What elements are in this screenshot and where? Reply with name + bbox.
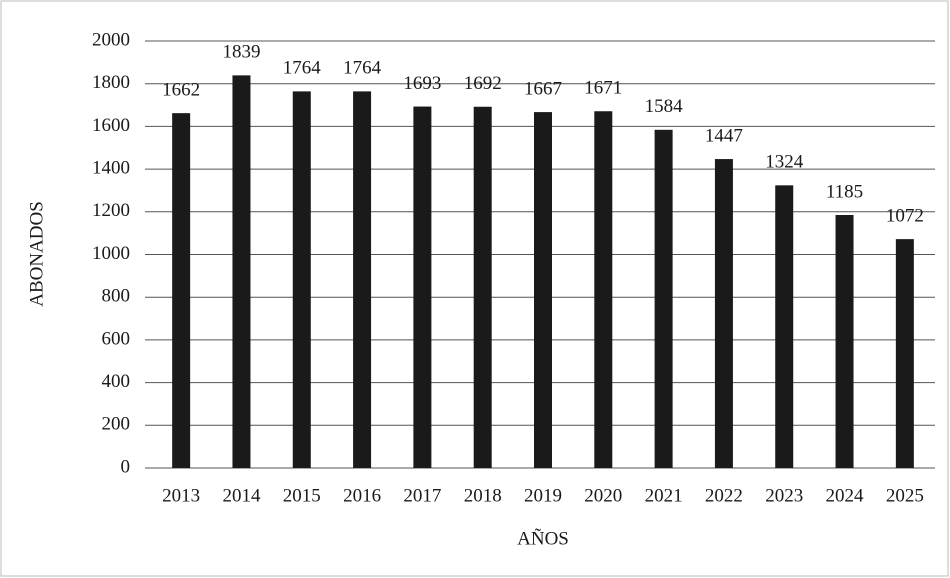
value-label: 1667 xyxy=(524,78,562,99)
value-label: 1185 xyxy=(826,181,863,202)
value-label: 1662 xyxy=(162,80,200,101)
y-tick-label: 400 xyxy=(102,371,131,392)
x-tick-label: 2014 xyxy=(222,485,261,506)
y-tick-label: 200 xyxy=(102,414,131,435)
x-tick-label: 2021 xyxy=(645,485,683,506)
bar xyxy=(654,129,673,469)
value-label: 1324 xyxy=(765,152,804,173)
bar xyxy=(594,111,613,468)
value-label: 1072 xyxy=(886,205,924,226)
y-tick-label: 2000 xyxy=(92,29,130,50)
bar xyxy=(895,239,914,468)
y-axis-label: ABONADOS xyxy=(26,201,47,307)
x-tick-label: 2018 xyxy=(464,485,502,506)
bar xyxy=(775,185,794,469)
y-tick-label: 1400 xyxy=(92,157,130,178)
y-tick-label: 600 xyxy=(102,328,131,349)
value-label: 1671 xyxy=(584,78,622,99)
value-label: 1839 xyxy=(222,42,260,63)
bar xyxy=(172,113,191,469)
y-tick-label: 1000 xyxy=(92,243,130,264)
x-tick-label: 2016 xyxy=(343,485,381,506)
y-tick-label: 1200 xyxy=(92,200,130,221)
y-tick-label: 800 xyxy=(102,286,131,307)
bar xyxy=(835,215,854,468)
x-axis-label: AÑOS xyxy=(517,527,569,549)
x-tick-label: 2019 xyxy=(524,485,562,506)
x-tick-label: 2023 xyxy=(765,485,803,506)
x-tick-label: 2015 xyxy=(283,485,321,506)
x-tick-label: 2025 xyxy=(886,485,924,506)
bar xyxy=(534,112,552,469)
value-label: 1764 xyxy=(343,58,382,79)
bar xyxy=(232,75,251,468)
bar xyxy=(413,106,432,469)
bar xyxy=(473,106,492,469)
y-tick-label: 1600 xyxy=(92,115,130,136)
x-tick-label: 2022 xyxy=(705,485,743,506)
x-tick-label: 2024 xyxy=(826,485,865,506)
value-label: 1584 xyxy=(645,96,684,117)
x-tick-label: 2017 xyxy=(403,485,441,506)
value-label: 1692 xyxy=(464,73,502,94)
bar xyxy=(353,91,372,469)
bar xyxy=(292,91,311,469)
y-tick-label: 0 xyxy=(121,456,131,477)
value-label: 1447 xyxy=(705,125,743,146)
bar xyxy=(714,159,733,469)
value-label: 1764 xyxy=(283,58,322,79)
value-label: 1693 xyxy=(403,73,441,94)
y-tick-label: 1800 xyxy=(92,72,130,93)
x-tick-label: 2013 xyxy=(162,485,200,506)
x-tick-label: 2020 xyxy=(584,485,622,506)
